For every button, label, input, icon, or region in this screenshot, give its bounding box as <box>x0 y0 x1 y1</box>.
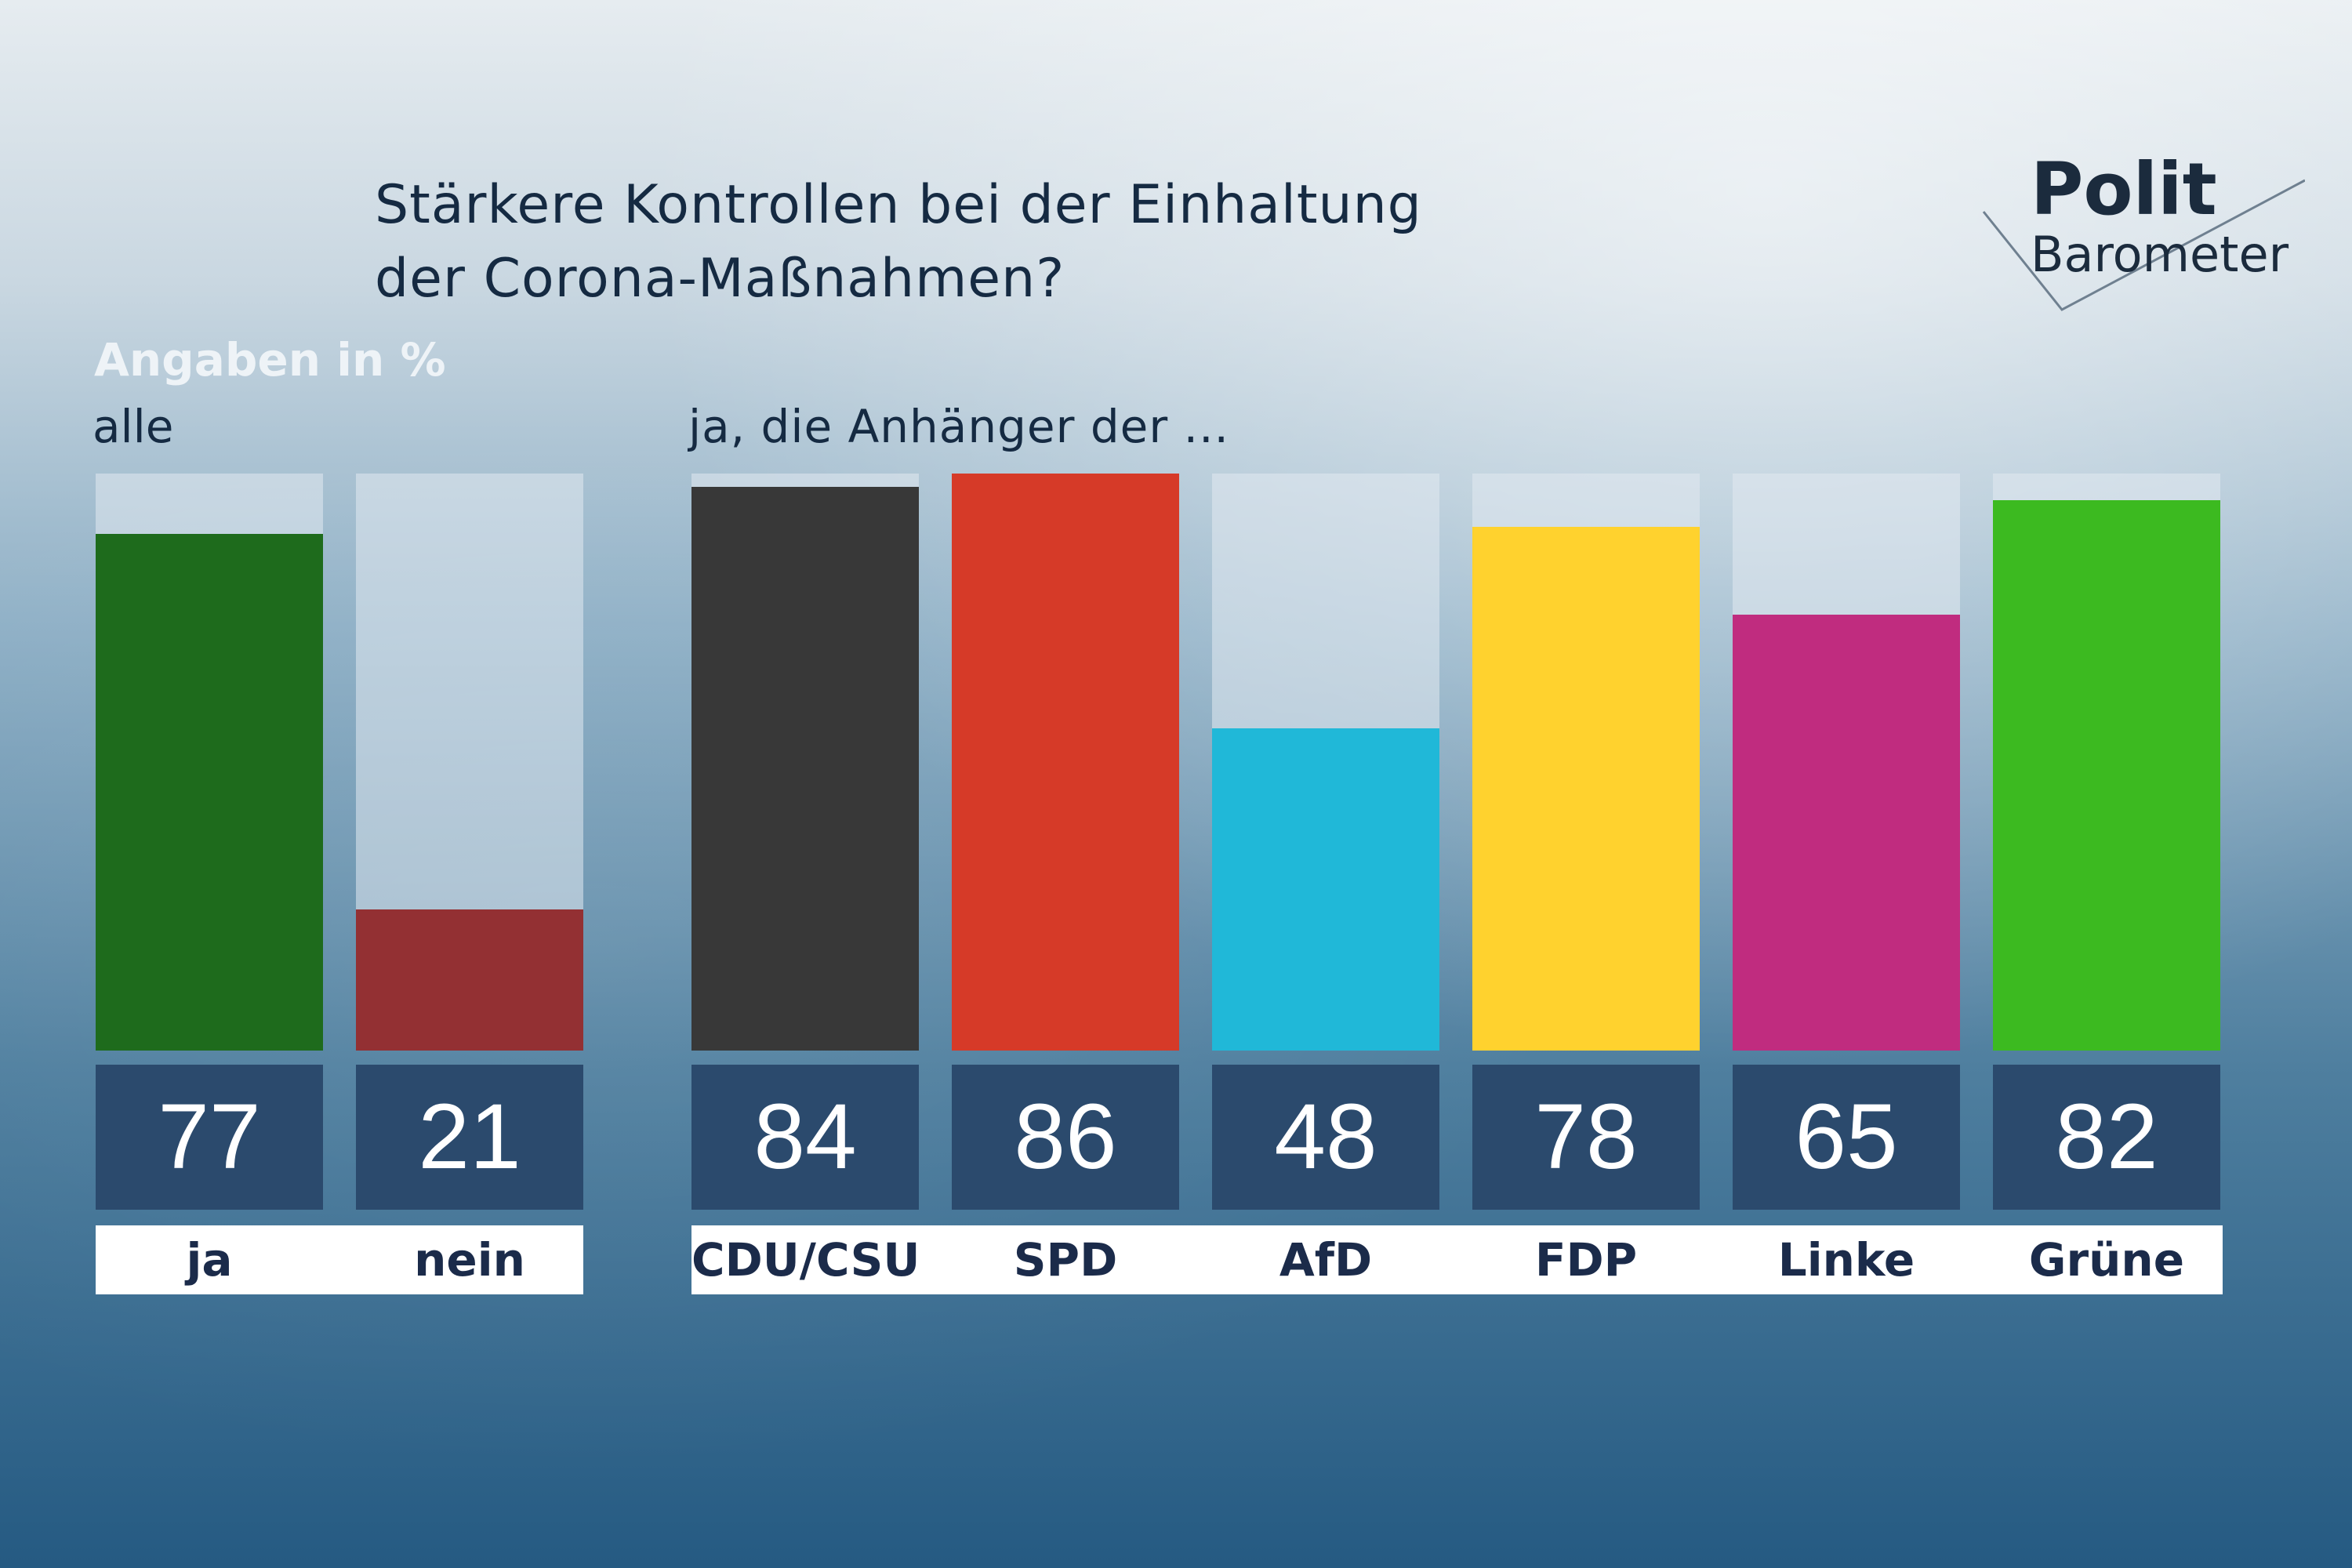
category-label-spd: SPD <box>1013 1233 1118 1287</box>
group-all-label: alle <box>93 400 174 453</box>
category-label-afd: AfD <box>1279 1233 1373 1287</box>
bar-ja <box>96 534 323 1051</box>
title-line-2: der Corona-Maßnahmen? <box>375 248 1065 310</box>
unit-label: Angaben in % <box>94 333 446 387</box>
category-label-ja: ja <box>186 1233 233 1287</box>
category-panel-parties <box>691 1225 2223 1294</box>
bar-nein <box>356 909 583 1051</box>
category-label-cdu-csu: CDU/CSU <box>691 1233 920 1287</box>
value-label-ja: 77 <box>96 1065 323 1210</box>
bar-linke <box>1733 615 1960 1051</box>
politbarometer-logo: Polit Barometer <box>1976 149 2305 321</box>
category-label-fdp: FDP <box>1534 1233 1638 1287</box>
bar-gr-ne <box>1993 500 2220 1051</box>
chart-title: Stärkere Kontrollen bei der Einhaltung d… <box>375 169 1422 316</box>
group-parties-label: ja, die Anhänger der ... <box>688 400 1229 453</box>
bar-fdp <box>1472 527 1700 1051</box>
category-label-nein: nein <box>414 1233 525 1287</box>
value-label-spd: 86 <box>952 1065 1179 1210</box>
category-panel-all <box>96 1225 583 1294</box>
logo-line-1: Polit <box>2031 147 2217 231</box>
value-label-gr-ne: 82 <box>1993 1065 2220 1210</box>
checkmark-icon <box>1982 179 2305 311</box>
category-label-gr-ne: Grüne <box>2028 1233 2185 1287</box>
bar-cdu-csu <box>691 487 919 1051</box>
title-line-1: Stärkere Kontrollen bei der Einhaltung <box>375 174 1422 236</box>
value-label-afd: 48 <box>1212 1065 1439 1210</box>
value-label-cdu-csu: 84 <box>691 1065 919 1210</box>
category-label-linke: Linke <box>1777 1233 1915 1287</box>
value-label-fdp: 78 <box>1472 1065 1700 1210</box>
logo-line-2: Barometer <box>2031 226 2289 283</box>
bar-afd <box>1212 728 1439 1051</box>
value-label-linke: 65 <box>1733 1065 1960 1210</box>
value-label-nein: 21 <box>356 1065 583 1210</box>
bar-spd <box>952 474 1179 1051</box>
